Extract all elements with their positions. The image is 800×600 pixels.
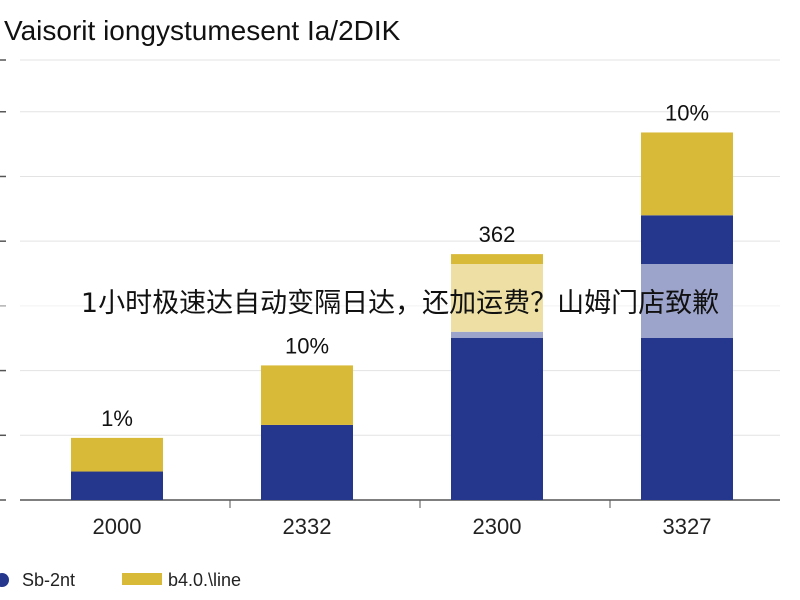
legend-label-series-2: b4.0.\line [168,570,241,590]
legend-swatch-series-2 [122,573,162,585]
bar-segment-series-1-3327 [641,215,733,500]
category-labels: 2000 2332 2300 3327 [93,514,712,539]
legend-swatch-series-1 [0,573,9,587]
bar-segment-series-1-2300 [451,331,543,500]
bar-segment-series-1-2000 [71,471,163,500]
legend: Sb-2nt b4.0.\line [0,570,241,590]
caption-backdrop [0,264,800,338]
data-label: 10% [665,100,709,125]
bar-segment-series-2-2332 [261,365,353,425]
bar-segment-series-2-3327 [641,132,733,216]
chart-title: Vaisorit iongystumesent Ia/2DIK [4,15,401,46]
data-label: 1% [101,406,133,431]
bar-segment-series-1-2332 [261,424,353,500]
bar-segment-series-2-2000 [71,437,163,472]
overlay-caption: 1小时极速达自动变隔日达，还加运费？山姆门店致歉 [80,287,720,319]
legend-label-series-1: Sb-2nt [22,570,75,590]
x-tick-label: 2300 [473,514,522,539]
data-label: 362 [479,222,516,247]
x-tick-label: 2000 [93,514,142,539]
x-tick-label: 2332 [283,514,332,539]
x-tick-label: 3327 [663,514,712,539]
